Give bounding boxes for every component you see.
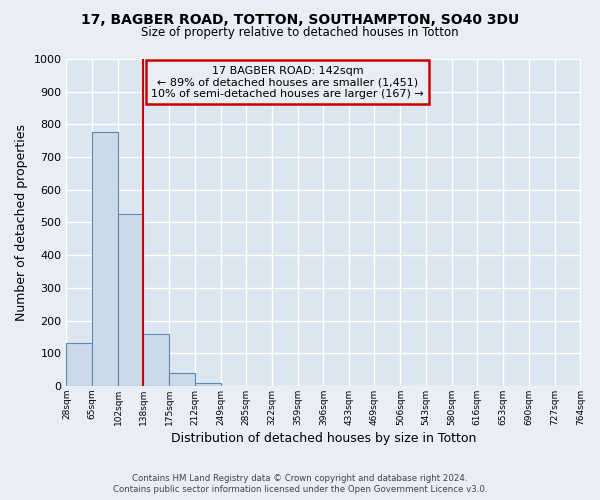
Text: 17, BAGBER ROAD, TOTTON, SOUTHAMPTON, SO40 3DU: 17, BAGBER ROAD, TOTTON, SOUTHAMPTON, SO…: [81, 12, 519, 26]
X-axis label: Distribution of detached houses by size in Totton: Distribution of detached houses by size …: [171, 432, 476, 445]
Text: Contains HM Land Registry data © Crown copyright and database right 2024.
Contai: Contains HM Land Registry data © Crown c…: [113, 474, 487, 494]
Bar: [118, 214, 143, 386]
Bar: [195, 382, 221, 386]
Text: 17 BAGBER ROAD: 142sqm
← 89% of detached houses are smaller (1,451)
10% of semi-: 17 BAGBER ROAD: 142sqm ← 89% of detached…: [151, 66, 424, 98]
Bar: [67, 344, 92, 386]
Bar: [143, 334, 169, 386]
Text: Size of property relative to detached houses in Totton: Size of property relative to detached ho…: [141, 26, 459, 39]
Bar: [169, 373, 195, 386]
Y-axis label: Number of detached properties: Number of detached properties: [15, 124, 28, 321]
Bar: [92, 132, 118, 386]
